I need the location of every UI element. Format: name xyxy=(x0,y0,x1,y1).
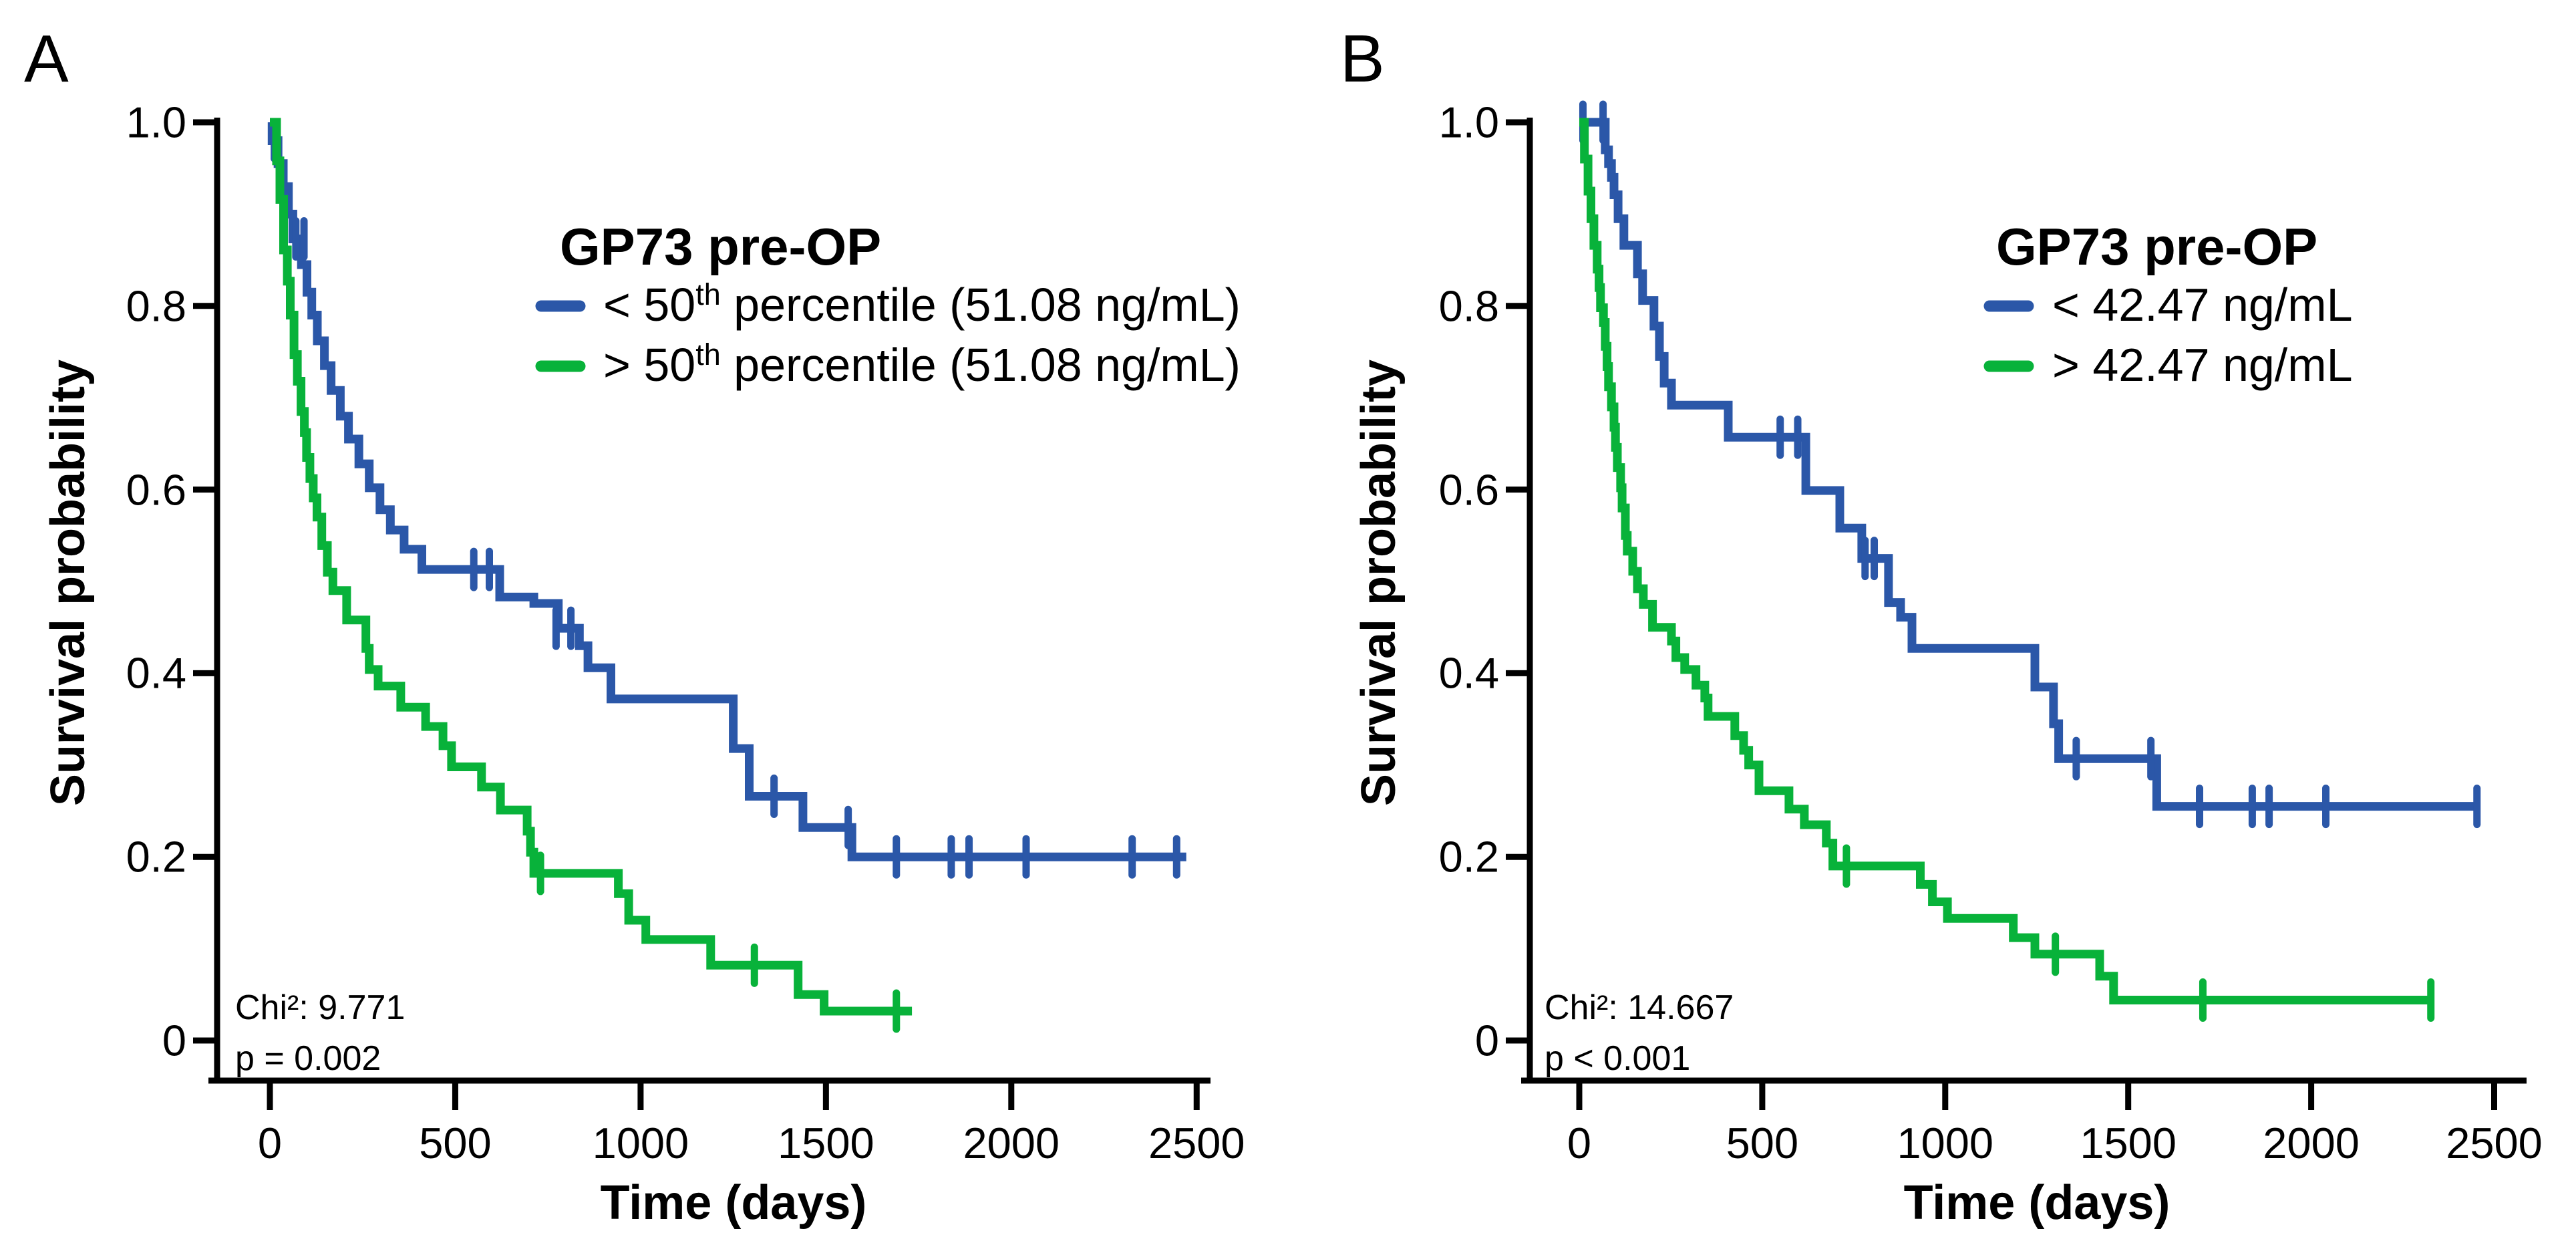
legend-text: < 50 xyxy=(603,279,696,331)
x-tick-label: 1500 xyxy=(2080,1119,2177,1167)
panel-a-y-axis-title: Survival probability xyxy=(41,359,95,807)
panel-b-legend-item-green: > 42.47 ng/mL xyxy=(2052,341,2353,388)
x-tick-label: 2000 xyxy=(963,1119,1060,1167)
panel-a-legend-item-blue: < 50th percentile (51.08 ng/mL) xyxy=(603,279,1241,331)
x-tick-label: 500 xyxy=(1726,1119,1799,1167)
legend-sup: th xyxy=(695,277,721,311)
y-tick-label: 0.8 xyxy=(126,281,186,331)
y-tick-label: 0.6 xyxy=(126,465,186,515)
km-curve xyxy=(270,118,913,1016)
panel-b-y-axis-title: Survival probability xyxy=(1352,359,1406,807)
y-tick-label: 0.4 xyxy=(1438,648,1499,698)
panel-a-letter: A xyxy=(24,21,69,96)
y-tick-label: 0.4 xyxy=(126,648,186,698)
legend-text: < 42.47 ng/mL xyxy=(2052,279,2353,331)
panel-a-legend-item-green: > 50th percentile (51.08 ng/mL) xyxy=(603,339,1241,391)
x-tick-label: 0 xyxy=(257,1119,283,1167)
panel-a-legend-title: GP73 pre-OP xyxy=(560,217,882,276)
x-tick-label: 2500 xyxy=(2446,1119,2543,1167)
x-tick-label: 1500 xyxy=(778,1119,874,1167)
y-tick-label: 0.8 xyxy=(1438,281,1499,331)
legend-sup: th xyxy=(695,337,721,372)
x-tick-label: 500 xyxy=(419,1119,492,1167)
panel-b-pvalue: p < 0.001 xyxy=(1545,1039,1691,1078)
legend-text: percentile (51.08 ng/mL) xyxy=(720,279,1241,331)
km-curve xyxy=(1579,118,2479,811)
legend-text: percentile (51.08 ng/mL) xyxy=(720,339,1241,391)
x-tick-label: 1000 xyxy=(1897,1119,1994,1167)
panel-a-stats: Chi²: 9.771 p = 0.002 xyxy=(235,982,405,1084)
panel-b-letter: B xyxy=(1340,21,1385,96)
x-tick-label: 1000 xyxy=(592,1119,689,1167)
legend-text: > 50 xyxy=(603,339,696,391)
panel-b-legend-item-blue: < 42.47 ng/mL xyxy=(2052,281,2353,328)
y-tick-label: 0.2 xyxy=(126,832,186,881)
y-tick-label: 1.0 xyxy=(126,98,186,147)
y-tick-label: 0 xyxy=(1474,1016,1499,1065)
panel-a-x-axis-title: Time (days) xyxy=(600,1176,867,1230)
legend-text: > 42.47 ng/mL xyxy=(2052,339,2353,391)
panel-b-stats: Chi²: 14.667 p < 0.001 xyxy=(1545,982,1734,1084)
x-tick-label: 2000 xyxy=(2263,1119,2360,1167)
panel-b-x-axis-title: Time (days) xyxy=(1903,1176,2170,1230)
y-tick-label: 0.2 xyxy=(1438,832,1499,881)
panel-b-legend-title: GP73 pre-OP xyxy=(1996,217,2318,276)
panel-a-pvalue: p = 0.002 xyxy=(235,1039,381,1078)
panel-b-chi2: Chi²: 14.667 xyxy=(1545,988,1734,1027)
y-tick-label: 0 xyxy=(162,1016,186,1065)
x-tick-label: 2500 xyxy=(1148,1119,1245,1167)
y-tick-label: 1.0 xyxy=(1438,98,1499,147)
x-tick-label: 0 xyxy=(1567,1119,1592,1167)
y-tick-label: 0.6 xyxy=(1438,465,1499,515)
panel-a-chi2: Chi²: 9.771 xyxy=(235,988,406,1027)
